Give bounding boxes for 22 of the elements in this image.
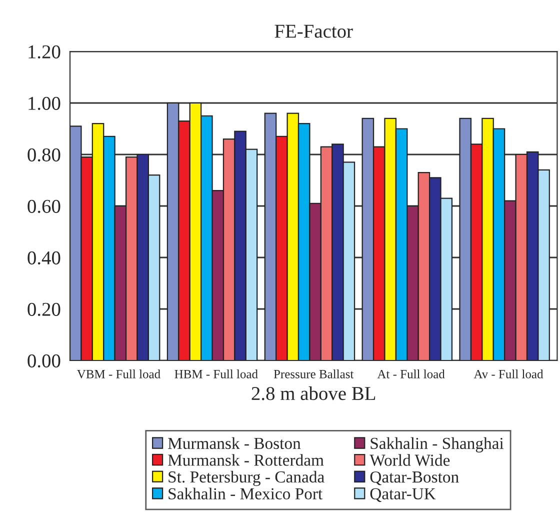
legend-label: Sakhalin - Shanghai (370, 437, 504, 452)
y-tick-label: 0.60 (28, 200, 60, 214)
y-tick-label: 1.00 (28, 96, 60, 110)
y-tick-label: 0.40 (28, 251, 60, 265)
legend-label: Qatar-Boston (370, 471, 459, 486)
y-tick-label: 0.20 (28, 302, 60, 316)
legend-label: World Wide (370, 454, 450, 466)
y-tick-label: 0.80 (28, 148, 60, 162)
x-tick-label: HBM - Full load (174, 370, 258, 378)
legend-label: St. Petersburg - Canada (168, 470, 324, 486)
legend-label: Qatar-UK (370, 488, 436, 502)
legend-label: Sakhalin - Mexico Port (168, 488, 323, 500)
x-tick-label: VBM - Full load (77, 370, 160, 378)
x-tick-label: At - Full load (377, 370, 445, 378)
legend-label: Murmansk - Boston (168, 437, 301, 450)
x-tick-label: Pressure Ballast (274, 370, 354, 378)
y-tick-label: 1.20 (28, 45, 60, 59)
chart-title: FE-Factor (274, 24, 353, 38)
x-axis-title: 2.8 m above BL (252, 386, 376, 400)
x-tick-label: Av - Full load (474, 370, 544, 378)
legend-label: Murmansk - Rotterdam (168, 454, 324, 466)
y-tick-label: 0.00 (28, 354, 60, 368)
